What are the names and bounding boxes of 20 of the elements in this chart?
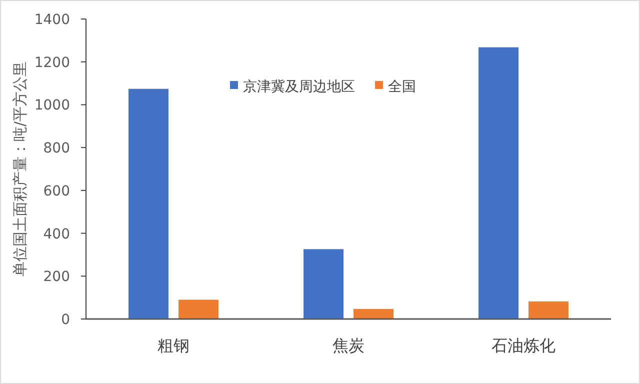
y-tick-label: 800	[43, 140, 70, 157]
x-tick-label: 焦炭	[332, 336, 364, 355]
legend-label: 京津冀及周边地区	[243, 79, 355, 95]
y-axis-title: 单位国土面积产量：吨/平方公里	[11, 61, 29, 277]
y-tick-label: 1400	[34, 12, 70, 28]
y-tick-label: 1200	[34, 54, 70, 71]
bar	[354, 308, 394, 319]
x-tick-label: 石油炼化	[492, 336, 556, 355]
bar	[178, 300, 218, 319]
y-tick-label: 1000	[34, 98, 70, 114]
y-tick-label: 600	[43, 183, 70, 200]
bar	[304, 249, 344, 319]
legend-label: 全国	[388, 79, 416, 95]
x-tick-label: 粗钢	[158, 336, 190, 355]
bar	[528, 301, 568, 319]
y-tick-label: 400	[43, 226, 70, 242]
bar	[128, 88, 168, 319]
bar	[478, 47, 518, 319]
y-tick-label: 200	[43, 269, 70, 286]
y-tick-label: 0	[61, 312, 70, 328]
